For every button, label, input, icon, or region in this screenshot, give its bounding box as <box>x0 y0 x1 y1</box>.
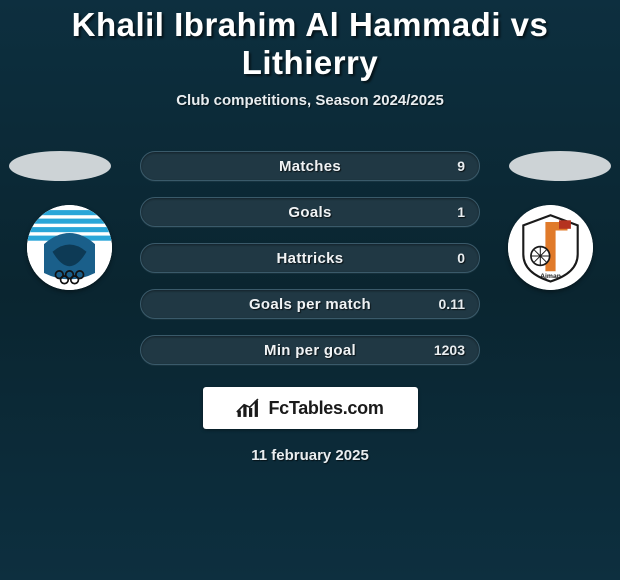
stat-value-right: 1203 <box>434 342 465 358</box>
brand-text: FcTables.com <box>268 398 383 419</box>
stat-label: Goals per match <box>249 296 371 313</box>
stat-value-right: 0 <box>457 250 465 266</box>
stat-label: Matches <box>279 158 341 175</box>
stat-value-right: 9 <box>457 158 465 174</box>
club-crest-left <box>27 205 112 290</box>
stat-row-min-per-goal: Min per goal 1203 <box>140 335 480 365</box>
bar-chart-icon <box>236 397 262 419</box>
club-crest-right: Ajman <box>508 205 593 290</box>
stat-value-right: 0.11 <box>439 296 465 312</box>
page-title: Khalil Ibrahim Al Hammadi vs Lithierry <box>0 6 620 82</box>
subtitle: Club competitions, Season 2024/2025 <box>176 92 444 109</box>
stat-row-hattricks: Hattricks 0 <box>140 243 480 273</box>
stat-label: Min per goal <box>264 342 356 359</box>
player-photo-left <box>9 151 111 181</box>
stats-arena: Ajman Matches 9 Goals 1 Hattricks 0 <box>0 139 620 365</box>
crest-right-svg: Ajman <box>508 205 593 290</box>
stat-value-right: 1 <box>457 204 465 220</box>
crest-left-svg <box>27 205 112 290</box>
comparison-card: Khalil Ibrahim Al Hammadi vs Lithierry C… <box>0 0 620 580</box>
footer-date: 11 february 2025 <box>251 447 369 464</box>
brand-badge[interactable]: FcTables.com <box>203 387 418 429</box>
stat-row-matches: Matches 9 <box>140 151 480 181</box>
player-photo-right <box>509 151 611 181</box>
stat-row-goals: Goals 1 <box>140 197 480 227</box>
stat-label: Goals <box>288 204 331 221</box>
stat-label: Hattricks <box>277 250 344 267</box>
svg-text:Ajman: Ajman <box>540 273 561 280</box>
stat-row-goals-per-match: Goals per match 0.11 <box>140 289 480 319</box>
